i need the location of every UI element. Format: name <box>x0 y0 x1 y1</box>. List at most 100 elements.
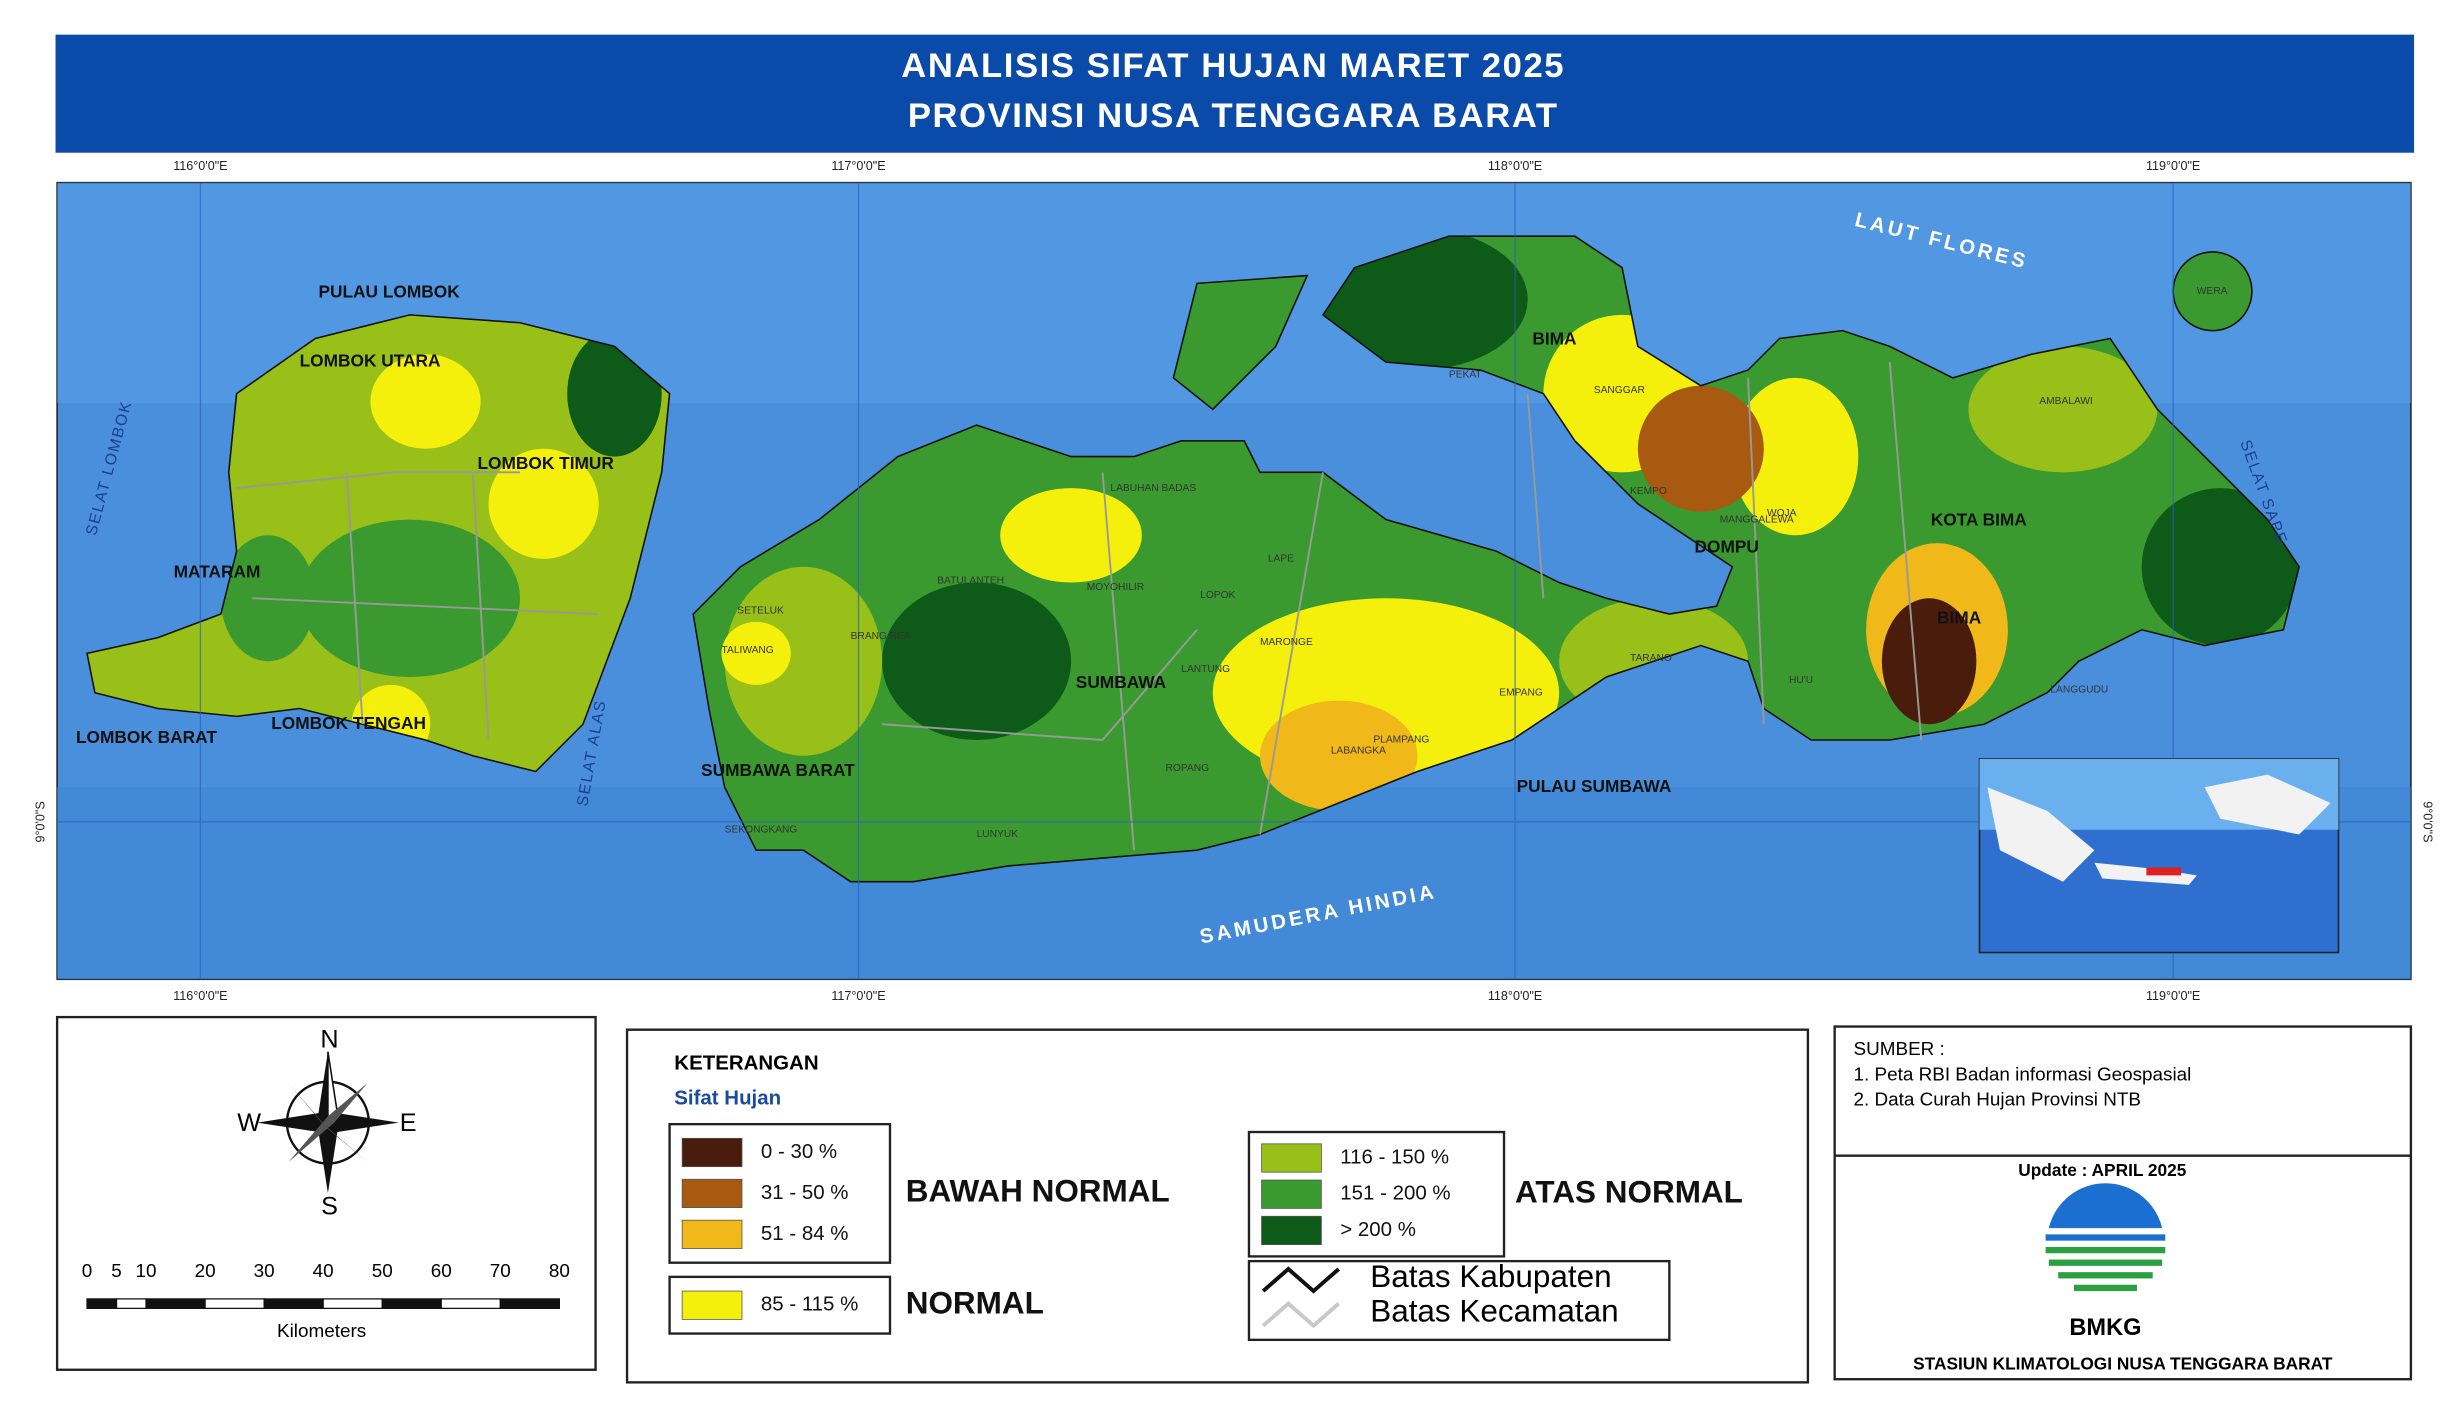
zone <box>2141 488 2300 646</box>
scale-segment <box>145 1298 206 1309</box>
zone <box>1637 385 1764 512</box>
region-label: PULAU LOMBOK <box>318 281 460 301</box>
district-label: TARANO <box>1630 653 1672 664</box>
district-label: SETELUK <box>737 606 784 617</box>
region-label: BIMA <box>1532 329 1577 349</box>
district-label: MANGGALEWA <box>1720 514 1794 525</box>
boundary-label: Batas Kecamatan <box>1370 1293 1618 1328</box>
logo-text: BMKG <box>2069 1315 2141 1341</box>
island <box>1172 274 1309 411</box>
scale-segment <box>86 1298 118 1309</box>
district-label: MOYOHILIR <box>1087 582 1144 593</box>
region-label: SUMBAWA BARAT <box>701 760 855 780</box>
legend-swatch <box>1261 1215 1322 1245</box>
zone <box>724 566 883 756</box>
region-label: PULAU SUMBAWA <box>1517 776 1672 796</box>
inset-highlight <box>2146 867 2182 876</box>
update: Update : APRIL 2025 <box>2018 1160 2187 1180</box>
zone <box>882 582 1072 740</box>
legend-swatch <box>1261 1143 1322 1173</box>
compass-rose <box>257 1051 399 1194</box>
legend-subtitle: Sifat Hujan <box>674 1086 781 1109</box>
title-line: PROVINSI NUSA TENGGARA BARAT <box>908 97 1559 135</box>
region-label: SUMBAWA <box>1076 672 1167 692</box>
scale-segment <box>204 1298 265 1309</box>
coastline <box>86 314 671 773</box>
district-label: HU'U <box>1789 675 1813 686</box>
boundary-box <box>1247 1259 1671 1342</box>
compass-north: N <box>320 1025 338 1053</box>
region-label: LOMBOK UTARA <box>300 351 441 371</box>
scale-segment <box>263 1298 324 1309</box>
scale-tick-label: 60 <box>431 1261 452 1282</box>
legend-item-label: 51 - 84 % <box>761 1222 849 1245</box>
district-label: WERA <box>2197 286 2228 297</box>
zone <box>1000 488 1142 583</box>
zone <box>299 519 520 678</box>
district-label: TALIWANG <box>722 645 774 656</box>
legend-swatch <box>681 1290 743 1320</box>
scale-tick-label: 0 <box>82 1261 93 1282</box>
scale-tick-label: 10 <box>136 1261 157 1282</box>
district-label: PEKAT <box>1449 369 1482 380</box>
legend-group-label: BAWAH NORMAL <box>906 1174 1170 1209</box>
scale-segment <box>115 1298 147 1309</box>
scale-tick-label: 50 <box>372 1261 393 1282</box>
scale-bar: 0 5 10 20 30 40 50 60 70 80 <box>82 1261 570 1309</box>
title-line: ANALISIS SIFAT HUJAN MARET 2025 <box>901 47 1565 85</box>
district-label: LANGGUDU <box>2050 684 2108 695</box>
boundary-symbol <box>1261 1266 1341 1294</box>
latitude-label: 9°0'0"S <box>2420 801 2434 842</box>
longitude-label: 119°0'0"E <box>2146 159 2200 173</box>
legend-item-label: > 200 % <box>1340 1218 1416 1241</box>
scale-tick-label: 70 <box>490 1261 511 1282</box>
zone <box>370 354 481 449</box>
region-label: LOMBOK TENGAH <box>271 713 426 733</box>
zone <box>1881 598 1977 725</box>
legend-swatch <box>681 1137 743 1168</box>
district-label: PLAMPANG <box>1373 735 1429 746</box>
district-label: MARONGE <box>1260 637 1313 648</box>
inset-land <box>1987 774 2331 885</box>
legend-group-label: ATAS NORMAL <box>1515 1175 1743 1210</box>
district-label: SANGGAR <box>1594 385 1645 396</box>
title-bar <box>55 34 2415 153</box>
source-item: 2. Data Curah Hujan Provinsi NTB <box>1854 1090 2141 1111</box>
scale-tick-label: 5 <box>111 1261 122 1282</box>
boundary <box>236 471 599 741</box>
zone <box>488 448 599 559</box>
scale-segment <box>322 1298 383 1309</box>
zone <box>721 621 791 685</box>
legend-items: 0 - 30 % 31 - 50 % 51 - 84 % BAWAH NORMAL 85… <box>668 1122 1743 1342</box>
district-label: LAPE <box>1268 554 1294 565</box>
district-label: BRANG REA <box>851 631 911 642</box>
scale-tick-label: 40 <box>313 1261 334 1282</box>
legend-item-label: 31 - 50 % <box>761 1181 849 1204</box>
bmkg-logo <box>2045 1183 2166 1292</box>
district-label: BATULANTEH <box>937 576 1004 587</box>
legend-item-label: 0 - 30 % <box>761 1140 837 1163</box>
district-label: AMBALAWI <box>2039 396 2093 407</box>
latitude-label: 9°0'0"S <box>34 801 48 842</box>
region-label: DOMPU <box>1695 536 1759 556</box>
district-label: WOJA <box>1767 508 1797 519</box>
scale-segment <box>499 1298 560 1309</box>
compass-west: W <box>237 1109 261 1137</box>
scale-tick-label: 30 <box>254 1261 275 1282</box>
longitude-label: 116°0'0"E <box>173 159 227 173</box>
region-label: KOTA BIMA <box>1931 510 2028 530</box>
legend-swatch <box>681 1219 743 1249</box>
legend-swatch <box>1261 1179 1322 1209</box>
longitude-label: 118°0'0"E <box>1488 989 1542 1003</box>
legend-item-label: 85 - 115 % <box>761 1293 858 1316</box>
source-item: 1. Peta RBI Badan informasi Geospasial <box>1854 1064 2192 1085</box>
legend-item-label: 116 - 150 % <box>1340 1145 1449 1168</box>
region-label: BIMA <box>1937 607 1982 627</box>
compass-south: S <box>321 1192 338 1220</box>
zone <box>1732 377 1859 536</box>
longitude-label: 117°0'0"E <box>831 159 885 173</box>
compass-east: E <box>400 1109 417 1137</box>
